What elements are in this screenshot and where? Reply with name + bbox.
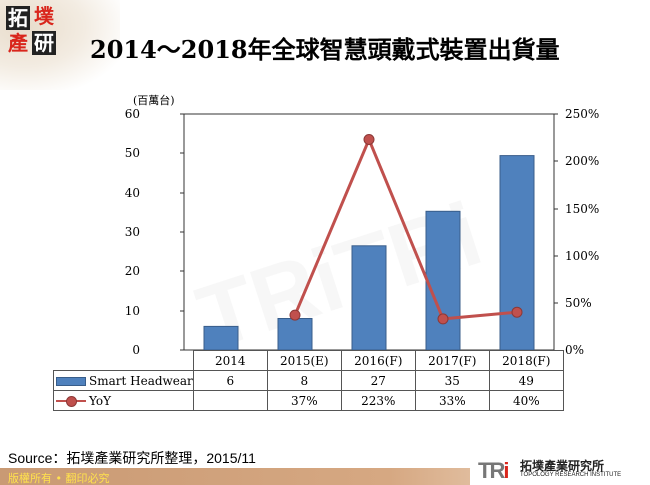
page-title: 2014～2018年全球智慧頭戴式裝置出貨量	[90, 35, 560, 64]
category-label: 2018(F)	[488, 350, 564, 371]
left-axis-tick: 0	[132, 343, 140, 357]
yoy-point-2016	[363, 134, 375, 145]
category-label: 2014	[192, 350, 268, 371]
data-table: 2014 2015(E) 2016(F) 2017(F) 2018(F) Sma…	[53, 350, 564, 411]
line-legend-icon	[56, 396, 86, 407]
table-cell	[192, 390, 268, 411]
bar-2014	[203, 325, 239, 351]
left-axis-tick: 40	[124, 186, 140, 200]
right-axis-tick: 50%	[565, 296, 592, 310]
table-cell: 35	[414, 370, 490, 391]
right-axis-tick: 0%	[565, 343, 585, 357]
bar-legend-icon	[56, 376, 86, 386]
bar-2017	[425, 210, 461, 351]
logo-char: 研	[32, 31, 56, 55]
bar-2016	[351, 245, 387, 351]
yoy-point-2017	[437, 313, 449, 325]
right-axis-tick: 250%	[565, 107, 600, 121]
table-cell: 37%	[266, 390, 342, 411]
table-cell: 8	[266, 370, 342, 391]
table-cell: 6	[192, 370, 268, 391]
tri-brand-cn: 拓墣產業研究所	[520, 459, 605, 473]
table-cell: 40%	[488, 390, 564, 411]
tri-brand: TRi 拓墣產業研究所 TOPOLOGY RESEARCH INSTITUTE	[470, 455, 650, 485]
table-cell: 223%	[340, 390, 416, 411]
yoy-point-2018	[511, 306, 523, 318]
legend-label: Smart Headwear	[89, 373, 193, 388]
tri-brand-en: TOPOLOGY RESEARCH INSTITUTE	[520, 472, 622, 478]
left-axis-tick: 60	[124, 107, 140, 121]
legend-label: YoY	[89, 393, 112, 408]
tri-logo: 拓 墣 產 研	[6, 4, 58, 56]
left-axis-tick: 20	[124, 264, 140, 278]
bar-2018	[499, 155, 535, 351]
right-axis-tick: 150%	[565, 202, 600, 216]
table-corner	[53, 350, 194, 371]
copyright-text: 版權所有 • 翻印必究	[8, 472, 110, 485]
category-label: 2016(F)	[340, 350, 416, 371]
right-axis-ticks	[554, 113, 558, 304]
right-axis-tick: 100%	[565, 249, 600, 263]
yoy-point-2015	[289, 309, 301, 321]
category-label: 2017(F)	[414, 350, 490, 371]
table-row-yoy: YoY 37% 223% 33% 40%	[53, 390, 564, 411]
source-note: Source：拓墣產業研究所整理，2015/11	[8, 450, 256, 466]
table-header-row: 2014 2015(E) 2016(F) 2017(F) 2018(F)	[53, 350, 564, 371]
left-axis-ticks	[180, 113, 184, 351]
right-axis-tick: 200%	[565, 154, 600, 168]
left-axis-tick: 30	[124, 225, 140, 239]
left-axis-unit: (百萬台)	[133, 94, 175, 107]
table-row-smart-headwear: Smart Headwear 6 8 27 35 49	[53, 370, 564, 391]
yoy-line	[293, 135, 518, 321]
legend-smart-headwear: Smart Headwear	[53, 370, 194, 391]
legend-yoy: YoY	[53, 390, 194, 411]
left-axis-tick: 10	[124, 304, 140, 318]
tri-brand-mark: TRi	[478, 458, 510, 483]
category-label: 2015(E)	[266, 350, 342, 371]
logo-char: 產	[8, 31, 28, 55]
left-axis-tick: 50	[124, 146, 140, 160]
logo-char: 拓	[6, 6, 30, 30]
table-cell: 33%	[414, 390, 490, 411]
table-cell: 49	[488, 370, 564, 391]
table-cell: 27	[340, 370, 416, 391]
logo-char: 墣	[34, 4, 54, 28]
bar-2015	[277, 318, 313, 351]
